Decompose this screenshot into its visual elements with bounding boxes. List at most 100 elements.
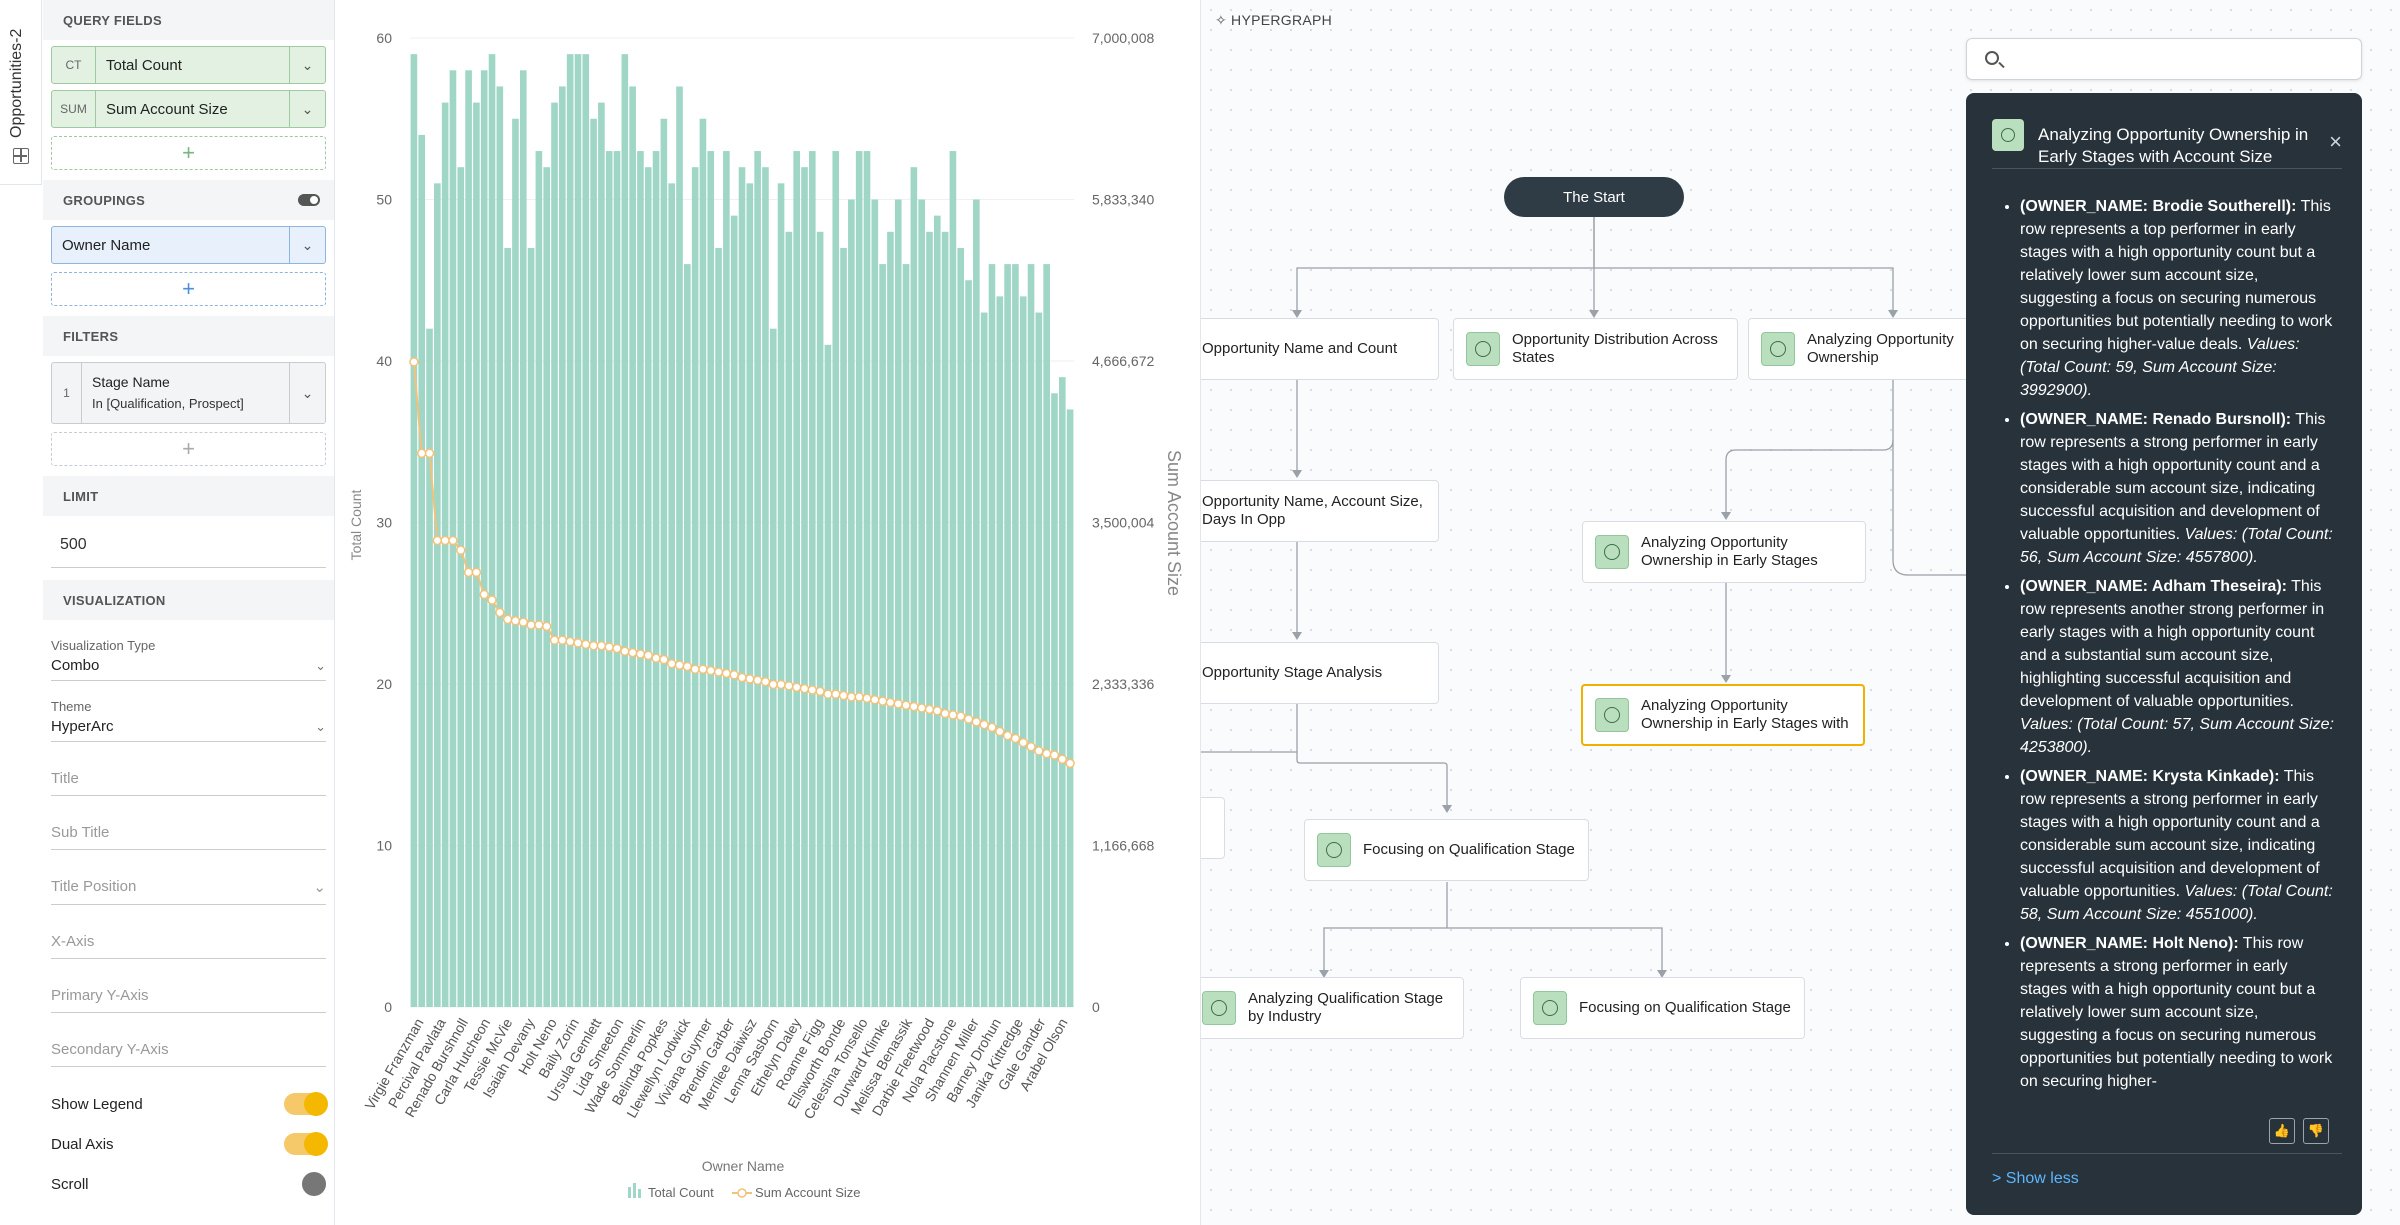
bar-total-count: [980, 312, 988, 1007]
bar-total-count: [1035, 312, 1043, 1007]
show-less-link[interactable]: > Show less: [1992, 1170, 2079, 1187]
graph-node-partial[interactable]: [1201, 797, 1225, 859]
insight-list: (OWNER_NAME: Brodie Southerell): This ro…: [1992, 195, 2338, 1195]
sum-account-size-point: [424, 448, 435, 459]
graph-node-qualification-by-industry[interactable]: Analyzing Qualification Stage by Industr…: [1201, 977, 1464, 1039]
opportunities-tab[interactable]: Opportunities-2: [0, 0, 42, 185]
bar-total-count: [496, 86, 504, 1007]
bar-total-count: [777, 183, 785, 1008]
sum-account-size-point: [752, 675, 763, 686]
dual-axis-row: Dual Axis: [51, 1132, 328, 1156]
node-label: Opportunity Name, Account Size, Days In …: [1202, 493, 1423, 528]
limit-input[interactable]: 500: [51, 528, 326, 568]
bar-total-count: [730, 215, 738, 1007]
node-label: Focusing on Qualification Stage: [1363, 841, 1575, 858]
graph-node-ownership-early-stages[interactable]: Analyzing Opportunity Ownership in Early…: [1582, 521, 1866, 583]
sum-account-size-point: [666, 658, 677, 669]
groupings-toggle[interactable]: [298, 194, 320, 206]
secondary-y-axis-input[interactable]: Secondary Y-Axis: [51, 1041, 326, 1067]
thumbs-up-icon[interactable]: 👍: [2269, 1118, 2295, 1144]
add-grouping-button[interactable]: +: [51, 272, 326, 306]
y-axis-label: Total Count: [348, 489, 364, 560]
x-axis-input[interactable]: X-Axis: [51, 933, 326, 959]
primary-y-axis-placeholder: Primary Y-Axis: [51, 987, 149, 1004]
primary-y-axis-input[interactable]: Primary Y-Axis: [51, 987, 326, 1013]
chevron-down-icon[interactable]: ⌄: [289, 227, 325, 263]
legend-bar-swatch: [638, 1189, 641, 1198]
sum-account-size-point: [846, 692, 857, 702]
graph-node-focusing-qualification[interactable]: Focusing on Qualification Stage: [1304, 819, 1589, 881]
insight-header: Analyzing Opportunity Ownership in Early…: [1992, 109, 2342, 166]
query-field-total-count[interactable]: CT Total Count ⌄: [51, 46, 326, 84]
thumbs-down-icon[interactable]: 👎: [2303, 1118, 2329, 1144]
limit-heading: LIMIT: [63, 488, 99, 504]
chevron-down-icon: ⌄: [313, 879, 326, 896]
viz-type-select[interactable]: Combo ⌄: [51, 657, 326, 681]
bar-total-count: [824, 344, 832, 1008]
chevron-down-icon[interactable]: ⌄: [289, 47, 325, 83]
bar-total-count: [918, 199, 925, 1007]
sum-account-size-point: [979, 719, 989, 730]
sum-account-size-point: [885, 697, 896, 708]
sum-account-size-point: [534, 620, 544, 630]
subtitle-input[interactable]: Sub Title: [51, 824, 326, 850]
title-position-select[interactable]: Title Position ⌄: [51, 878, 326, 905]
graph-node-ownership-early-stages-account-size[interactable]: Analyzing Opportunity Ownership in Early…: [1581, 684, 1865, 746]
sum-account-size-point: [557, 635, 568, 645]
title-input[interactable]: Title: [51, 770, 326, 796]
bar-total-count: [480, 70, 488, 1008]
theme-select[interactable]: HyperArc ⌄: [51, 718, 326, 742]
search-bar[interactable]: [1966, 38, 2362, 80]
sum-account-size-point: [510, 616, 521, 626]
legend-sum-account-size[interactable]: Sum Account Size: [755, 1185, 861, 1200]
insight-owner: (OWNER_NAME: Adham Theseira): [2020, 578, 2282, 595]
bar-total-count: [738, 167, 746, 1007]
bar-total-count: [1012, 264, 1019, 1008]
table-icon[interactable]: [13, 148, 29, 164]
sum-account-size-point: [877, 696, 888, 706]
subtitle-placeholder: Sub Title: [51, 824, 110, 841]
bar-total-count: [426, 328, 433, 1007]
bar-total-count: [410, 54, 418, 1007]
graph-node-focusing-qualification-2[interactable]: Focusing on Qualification Stage: [1520, 977, 1805, 1039]
insight-owner: (OWNER_NAME: Holt Neno): [2020, 935, 2234, 952]
add-query-field-button[interactable]: +: [51, 136, 326, 170]
sum-account-size-point: [932, 706, 943, 716]
insight-icon: [1466, 332, 1500, 366]
close-icon[interactable]: ×: [2329, 129, 2342, 154]
field-name: Total Count: [106, 56, 182, 74]
sum-account-size-point: [526, 620, 536, 630]
bar-total-count: [785, 231, 793, 1008]
sum-account-size-point: [791, 682, 802, 692]
graph-node-opportunity-name-and-count[interactable]: Opportunity Name and Count: [1201, 318, 1439, 380]
grouping-owner-name[interactable]: Owner Name ⌄: [51, 226, 326, 264]
chevron-down-icon[interactable]: ⌄: [289, 91, 325, 127]
sum-account-size-point: [471, 567, 482, 578]
hypergraph-title-text: HYPERGRAPH: [1231, 12, 1333, 28]
bar-total-count: [871, 199, 879, 1007]
graph-node-analyzing-opportunity-ownership[interactable]: Analyzing Opportunity Ownership: [1748, 318, 2008, 380]
legend-total-count[interactable]: Total Count: [648, 1185, 714, 1200]
chevron-down-icon[interactable]: ⌄: [289, 363, 325, 423]
graph-node-opportunity-name-account-size[interactable]: Opportunity Name, Account Size, Days In …: [1201, 480, 1439, 542]
bar-total-count: [1058, 377, 1066, 1007]
y2-tick-label: 5,833,340: [1092, 192, 1154, 208]
bar-total-count: [535, 151, 543, 1008]
add-filter-button[interactable]: +: [51, 432, 326, 466]
query-field-sum-account-size[interactable]: SUM Sum Account Size ⌄: [51, 90, 326, 128]
filter-stage-name[interactable]: 1 Stage Name In [Qualification, Prospect…: [51, 362, 326, 424]
filter-index: 1: [52, 363, 82, 423]
bar-total-count: [691, 167, 699, 1007]
start-node[interactable]: The Start: [1504, 177, 1684, 217]
graph-node-opportunity-distribution[interactable]: Opportunity Distribution Across States: [1453, 318, 1738, 380]
show-legend-toggle[interactable]: [284, 1092, 328, 1116]
graph-node-opportunity-stage-analysis[interactable]: Opportunity Stage Analysis: [1201, 642, 1439, 704]
dual-axis-toggle[interactable]: [284, 1132, 328, 1156]
search-input[interactable]: [2015, 47, 2345, 73]
bar-total-count: [933, 215, 941, 1007]
bar-total-count: [598, 102, 605, 1008]
y-tick-label: 50: [376, 192, 392, 208]
sum-account-size-point: [432, 535, 443, 546]
scroll-toggle[interactable]: [302, 1172, 326, 1196]
sum-account-size-point: [955, 711, 966, 722]
